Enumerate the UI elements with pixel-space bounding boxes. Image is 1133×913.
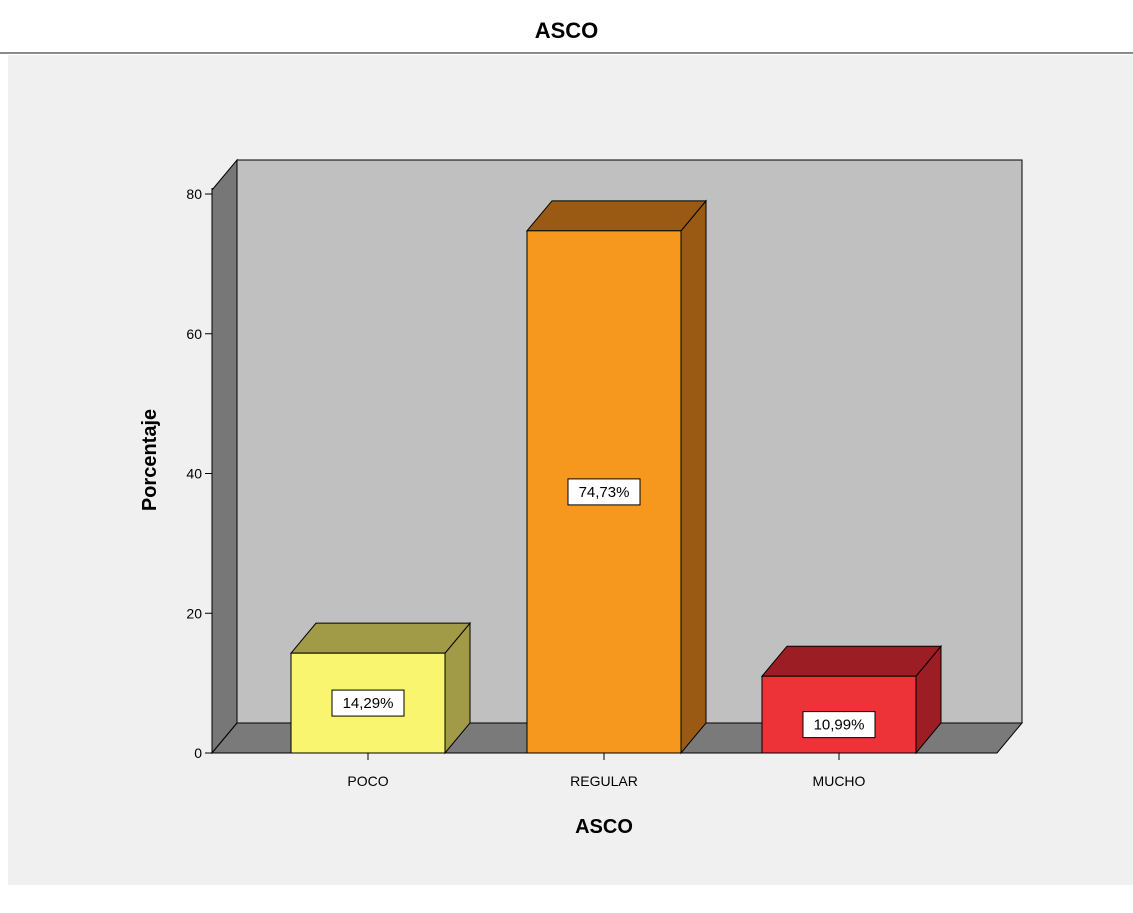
y-axis-title: Porcentaje bbox=[139, 409, 161, 511]
data-label-box bbox=[802, 711, 876, 739]
data-label: 14,29% bbox=[343, 695, 394, 712]
y-tick-label: 80 bbox=[186, 186, 202, 202]
data-label: 10,99% bbox=[814, 717, 865, 734]
data-label: 74,73% bbox=[579, 484, 630, 501]
bar-top bbox=[525, 200, 708, 232]
y-tick-label: 40 bbox=[186, 466, 202, 482]
x-tick-label: REGULAR bbox=[570, 773, 638, 789]
page-title: ASCO bbox=[534, 18, 599, 43]
bar-poco: 14,29% bbox=[289, 621, 472, 755]
data-label-box bbox=[331, 689, 405, 717]
title-divider bbox=[0, 52, 1133, 54]
y-tick-label: 0 bbox=[194, 745, 202, 761]
bars: 14,29% 74,73% 10,99% bbox=[289, 199, 943, 755]
bar-mucho: 10,99% bbox=[760, 644, 943, 755]
x-tick-label: POCO bbox=[347, 773, 388, 789]
bar-top bbox=[289, 622, 472, 654]
bar-regular: 74,73% bbox=[525, 199, 708, 755]
y-axis: 0 20 40 60 80 bbox=[186, 186, 213, 761]
x-axis-title: ASCO bbox=[575, 816, 633, 838]
data-label-box bbox=[567, 478, 641, 506]
chart-side-wall bbox=[211, 158, 238, 755]
y-tick-label: 20 bbox=[186, 605, 202, 621]
bar-top bbox=[760, 645, 943, 677]
y-tick-label: 60 bbox=[186, 326, 202, 342]
bar-side bbox=[680, 199, 707, 755]
x-axis: POCO REGULAR MUCHO bbox=[212, 752, 997, 789]
x-tick-label: MUCHO bbox=[813, 773, 866, 789]
